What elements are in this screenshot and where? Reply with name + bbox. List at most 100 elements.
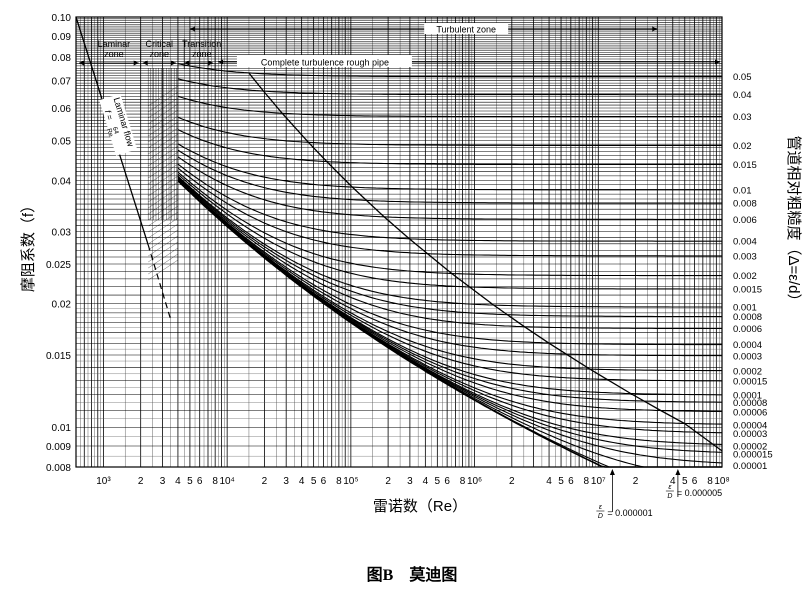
roughness-label: 0.006 [733,215,757,226]
hatch-line [148,247,179,269]
extra-curve-label-den: D [667,493,672,500]
critical-zone-label: Critical [146,39,174,49]
x-tick-label: 3 [283,476,289,487]
roughness-label: 0.008 [733,199,757,210]
roughness-label: 0.0008 [733,312,762,323]
x-tick-label: 2 [509,476,515,487]
y-tick-label: 0.08 [52,53,72,64]
x-tick-label: 4 [546,476,552,487]
x-tick-label: 5 [311,476,317,487]
roughness-label: 0.03 [733,112,752,123]
roughness-curve [177,78,722,96]
roughness-label: 0.00006 [733,407,767,418]
hatch-line [148,199,179,221]
hatch-line [148,97,179,119]
hatch-line [148,259,179,281]
roughness-label: 0.00003 [733,429,767,440]
transition-zone-arrow-head [208,60,214,66]
roughness-label: 0.0003 [733,351,762,362]
extra-curve-label: = 0.000001 [607,508,652,518]
roughness-curve [177,173,722,290]
x-tick-label: 6 [568,476,574,487]
roughness-label: 0.000015 [733,450,773,461]
hatch-line [148,133,179,155]
roughness-curve [177,176,722,318]
x-tick-label: 2 [633,476,639,487]
curves [75,16,723,468]
roughness-label: 0.015 [733,160,757,171]
plot-frame [75,16,723,468]
x-tick-label: 2 [385,476,391,487]
roughness-label: 0.004 [733,237,757,248]
label-bg [424,23,509,34]
extra-curve-label-num: ε [668,484,672,491]
y-tick-label: 0.025 [46,260,71,271]
roughness-curve [177,179,722,372]
x-tick-label: 3 [407,476,413,487]
x-tick-label: 2 [262,476,268,487]
y-tick-label: 0.07 [52,77,72,88]
roughness-curve [177,179,723,382]
hatch-line [148,235,179,257]
tick-labels: 10³ 2 3 4 5 6 8 10⁴ 2 3 4 5 6 8 10⁵ 2 3 4 5 6 8 10⁶ 2 4 5 6 8 10⁷ 2 4… [46,13,773,487]
y-tick-label: 0.02 [52,300,72,311]
extra-curve-label: = 0.000005 [677,488,722,498]
roughness-curve [177,178,723,357]
critical-zone-label: zone [150,49,170,59]
roughness-label: 0.002 [733,271,757,282]
roughness-curve [177,167,722,257]
laminar-zone-arrow-head [79,60,84,66]
x-tick-label: 10⁵ [343,476,358,487]
x-tick-label: 8 [707,476,713,487]
hatch-line [148,145,179,167]
y-tick-label: 0.04 [52,176,72,187]
hatch-line [148,115,179,137]
hatch-line [148,181,179,203]
extra-curve-pointer-head [609,469,615,475]
x-tick-label: 10⁷ [591,476,606,487]
hatch-line [148,103,179,125]
extra-curve-pointer-head [675,469,681,475]
complete-turbulence-boundary [248,72,723,452]
x-tick-label: 5 [435,476,441,487]
y-tick-label: 0.09 [52,32,72,43]
hatch-line [148,127,179,149]
y2-axis-label: 管道相对粗糙度（Δ=ε/d） [785,136,802,309]
y-tick-label: 0.01 [52,423,72,434]
roughness-label: 0.00008 [733,398,767,409]
y-tick-label: 0.06 [52,104,72,115]
roughness-curve [177,163,722,242]
critical-zone-arrow-head [142,60,148,66]
turbulent-zone-arrow-head [189,26,195,32]
roughness-curve [177,63,722,78]
turbulent-zone-arrow-head [652,26,658,32]
hatch-line [148,157,179,179]
x-tick-label: 2 [138,476,144,487]
x-tick-label: 6 [444,476,450,487]
hatch-line [148,175,179,197]
y-axis-label: 摩阻系数（f） [19,198,37,292]
extra-curve-label-num: ε [599,504,603,511]
roughness-curve [177,171,722,277]
critical-zone-arrow-head [170,60,176,66]
hatch-line [148,139,179,161]
hatch-line [148,229,179,251]
roughness-curve [177,179,722,403]
roughness-label: 0.0006 [733,324,762,335]
roughness-curve [177,180,722,468]
x-tick-label: 5 [682,476,688,487]
hatch-line [148,109,179,131]
roughness-label: 0.0002 [733,366,762,377]
hatch-line [148,253,179,275]
roughness-label: 0.00002 [733,441,767,452]
y-tick-label: 0.03 [52,228,72,239]
hatch-line [148,163,179,185]
laminar-formula-den: Re [105,128,114,138]
complete-turbulence-label: Complete turbulence rough pipe [261,58,389,68]
x-tick-label: 8 [584,476,590,487]
roughness-label: 0.00015 [733,377,767,388]
complete-turbulence-arrow-head [715,59,720,65]
